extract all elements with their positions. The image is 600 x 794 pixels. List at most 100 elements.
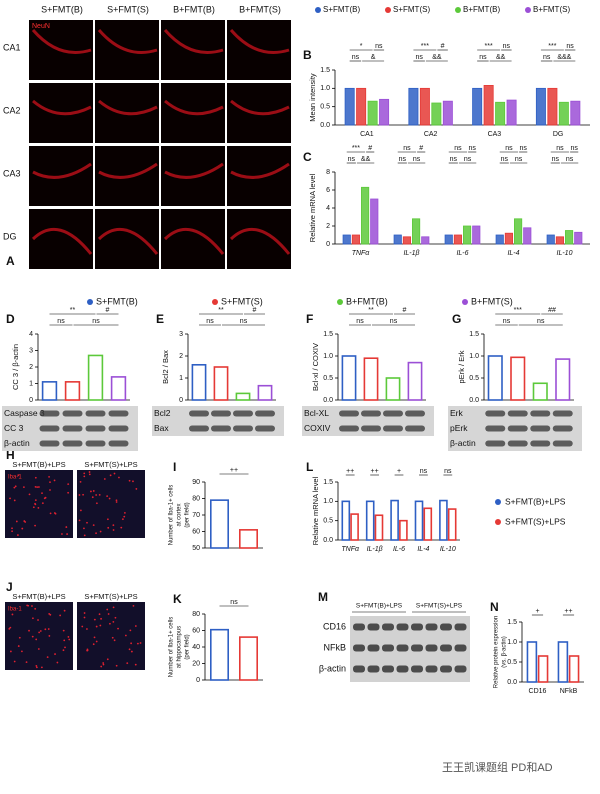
blot-band [255, 425, 275, 432]
bar [374, 514, 384, 541]
y-tick-label: 0.0 [320, 122, 330, 129]
significance-label: ns [390, 318, 398, 325]
panel-letter: H [6, 448, 15, 462]
x-tick-label: IL-6 [456, 250, 468, 257]
significance-label: ns [566, 43, 574, 50]
panel-letter: L [306, 460, 313, 474]
significance-label: + [397, 468, 401, 475]
blot-band [339, 410, 359, 417]
cell-dot [95, 502, 98, 505]
significance-label: # [419, 145, 423, 152]
blot-band [425, 644, 438, 652]
significance-label: ns [479, 54, 487, 61]
significance-label: && [496, 54, 506, 61]
blot-band [382, 623, 394, 631]
column-label: S+FMT(S) [107, 4, 149, 14]
blot-band [530, 410, 551, 417]
column-label: S+FMT(B) [41, 4, 83, 14]
significance-label: ns [399, 156, 407, 163]
blot-band [189, 425, 209, 432]
cell-dot [83, 527, 85, 530]
blot-band [440, 644, 452, 652]
panel-letter: I [173, 460, 176, 474]
panel-letter: A [6, 254, 15, 268]
panel-letter: G [452, 312, 461, 326]
blot-band [411, 644, 423, 652]
bar [361, 186, 370, 245]
legend-label: S+FMT(B) [323, 5, 360, 14]
cell-dot [37, 506, 40, 509]
blot-band [425, 665, 438, 673]
blot-band [339, 425, 359, 432]
y-tick-label: 0 [179, 397, 183, 404]
bar [412, 218, 421, 245]
significance-label: ns [464, 156, 472, 163]
blot-band [440, 623, 452, 631]
legend-label: B+FMT(S) [533, 5, 570, 14]
legend-dot [495, 499, 501, 505]
cell-dot [34, 499, 37, 502]
significance-label: && [361, 156, 371, 163]
x-tick-label: IL-1β [367, 546, 383, 553]
cell-dot [67, 636, 70, 638]
cell-dot [88, 471, 91, 473]
cell-dot [34, 607, 37, 610]
neuron-layer [229, 228, 291, 255]
cell-dot [22, 486, 25, 489]
blot-band [411, 623, 423, 631]
cell-dot [34, 476, 37, 479]
cell-dot [129, 629, 132, 632]
cell-dot [95, 532, 97, 535]
y-tick-label: 0 [326, 241, 330, 248]
significance-label: * [360, 43, 363, 50]
cell-dot [126, 662, 129, 665]
cell-dot [93, 636, 96, 639]
blot-label: β-actin [450, 438, 476, 448]
blot-band [361, 410, 381, 417]
cell-dot [40, 666, 43, 669]
cell-dot [109, 474, 112, 477]
bar [483, 85, 494, 126]
significance-label: *** [548, 43, 556, 50]
neuron-layer [163, 228, 225, 255]
y-tick-label: 1.0 [323, 353, 333, 360]
significance-label: ns [444, 468, 452, 475]
cell-dot [48, 635, 51, 637]
x-tick-label: CD16 [529, 688, 547, 695]
cell-dot [11, 527, 13, 530]
cell-dot [32, 506, 35, 509]
cell-dot [47, 628, 50, 630]
cell-dot [31, 635, 34, 638]
legend-dot [87, 299, 93, 305]
cell-dot [112, 620, 115, 623]
bar [87, 354, 104, 401]
legend-dot [455, 7, 461, 13]
bar [239, 529, 259, 549]
bar [363, 357, 379, 401]
blot-label: COXIV [304, 423, 331, 433]
row-label: CA1 [3, 42, 21, 52]
micrograph [29, 209, 93, 269]
y-tick-label: 20 [192, 660, 200, 667]
blot-band [367, 665, 380, 673]
significance-label: ns [348, 156, 356, 163]
x-tick-label: CA2 [424, 131, 438, 138]
significance-label: ns [566, 156, 574, 163]
cell-dot [109, 622, 111, 625]
cell-dot [115, 499, 118, 502]
cell-dot [63, 639, 66, 642]
bar [570, 100, 581, 126]
y-tick-label: 0.5 [320, 104, 330, 111]
legend-dot [337, 299, 343, 305]
bar [370, 198, 379, 245]
neuron-layer [98, 99, 158, 116]
neuron-layer [230, 99, 290, 116]
y-tick-label: 1.0 [320, 85, 330, 92]
cell-dot [17, 645, 20, 647]
cell-dot [35, 666, 38, 669]
y-tick-label: 4 [29, 331, 33, 338]
cell-dot [108, 497, 111, 500]
cell-dot [134, 625, 137, 627]
x-tick-label: CA1 [360, 131, 374, 138]
cell-dot [136, 642, 139, 645]
